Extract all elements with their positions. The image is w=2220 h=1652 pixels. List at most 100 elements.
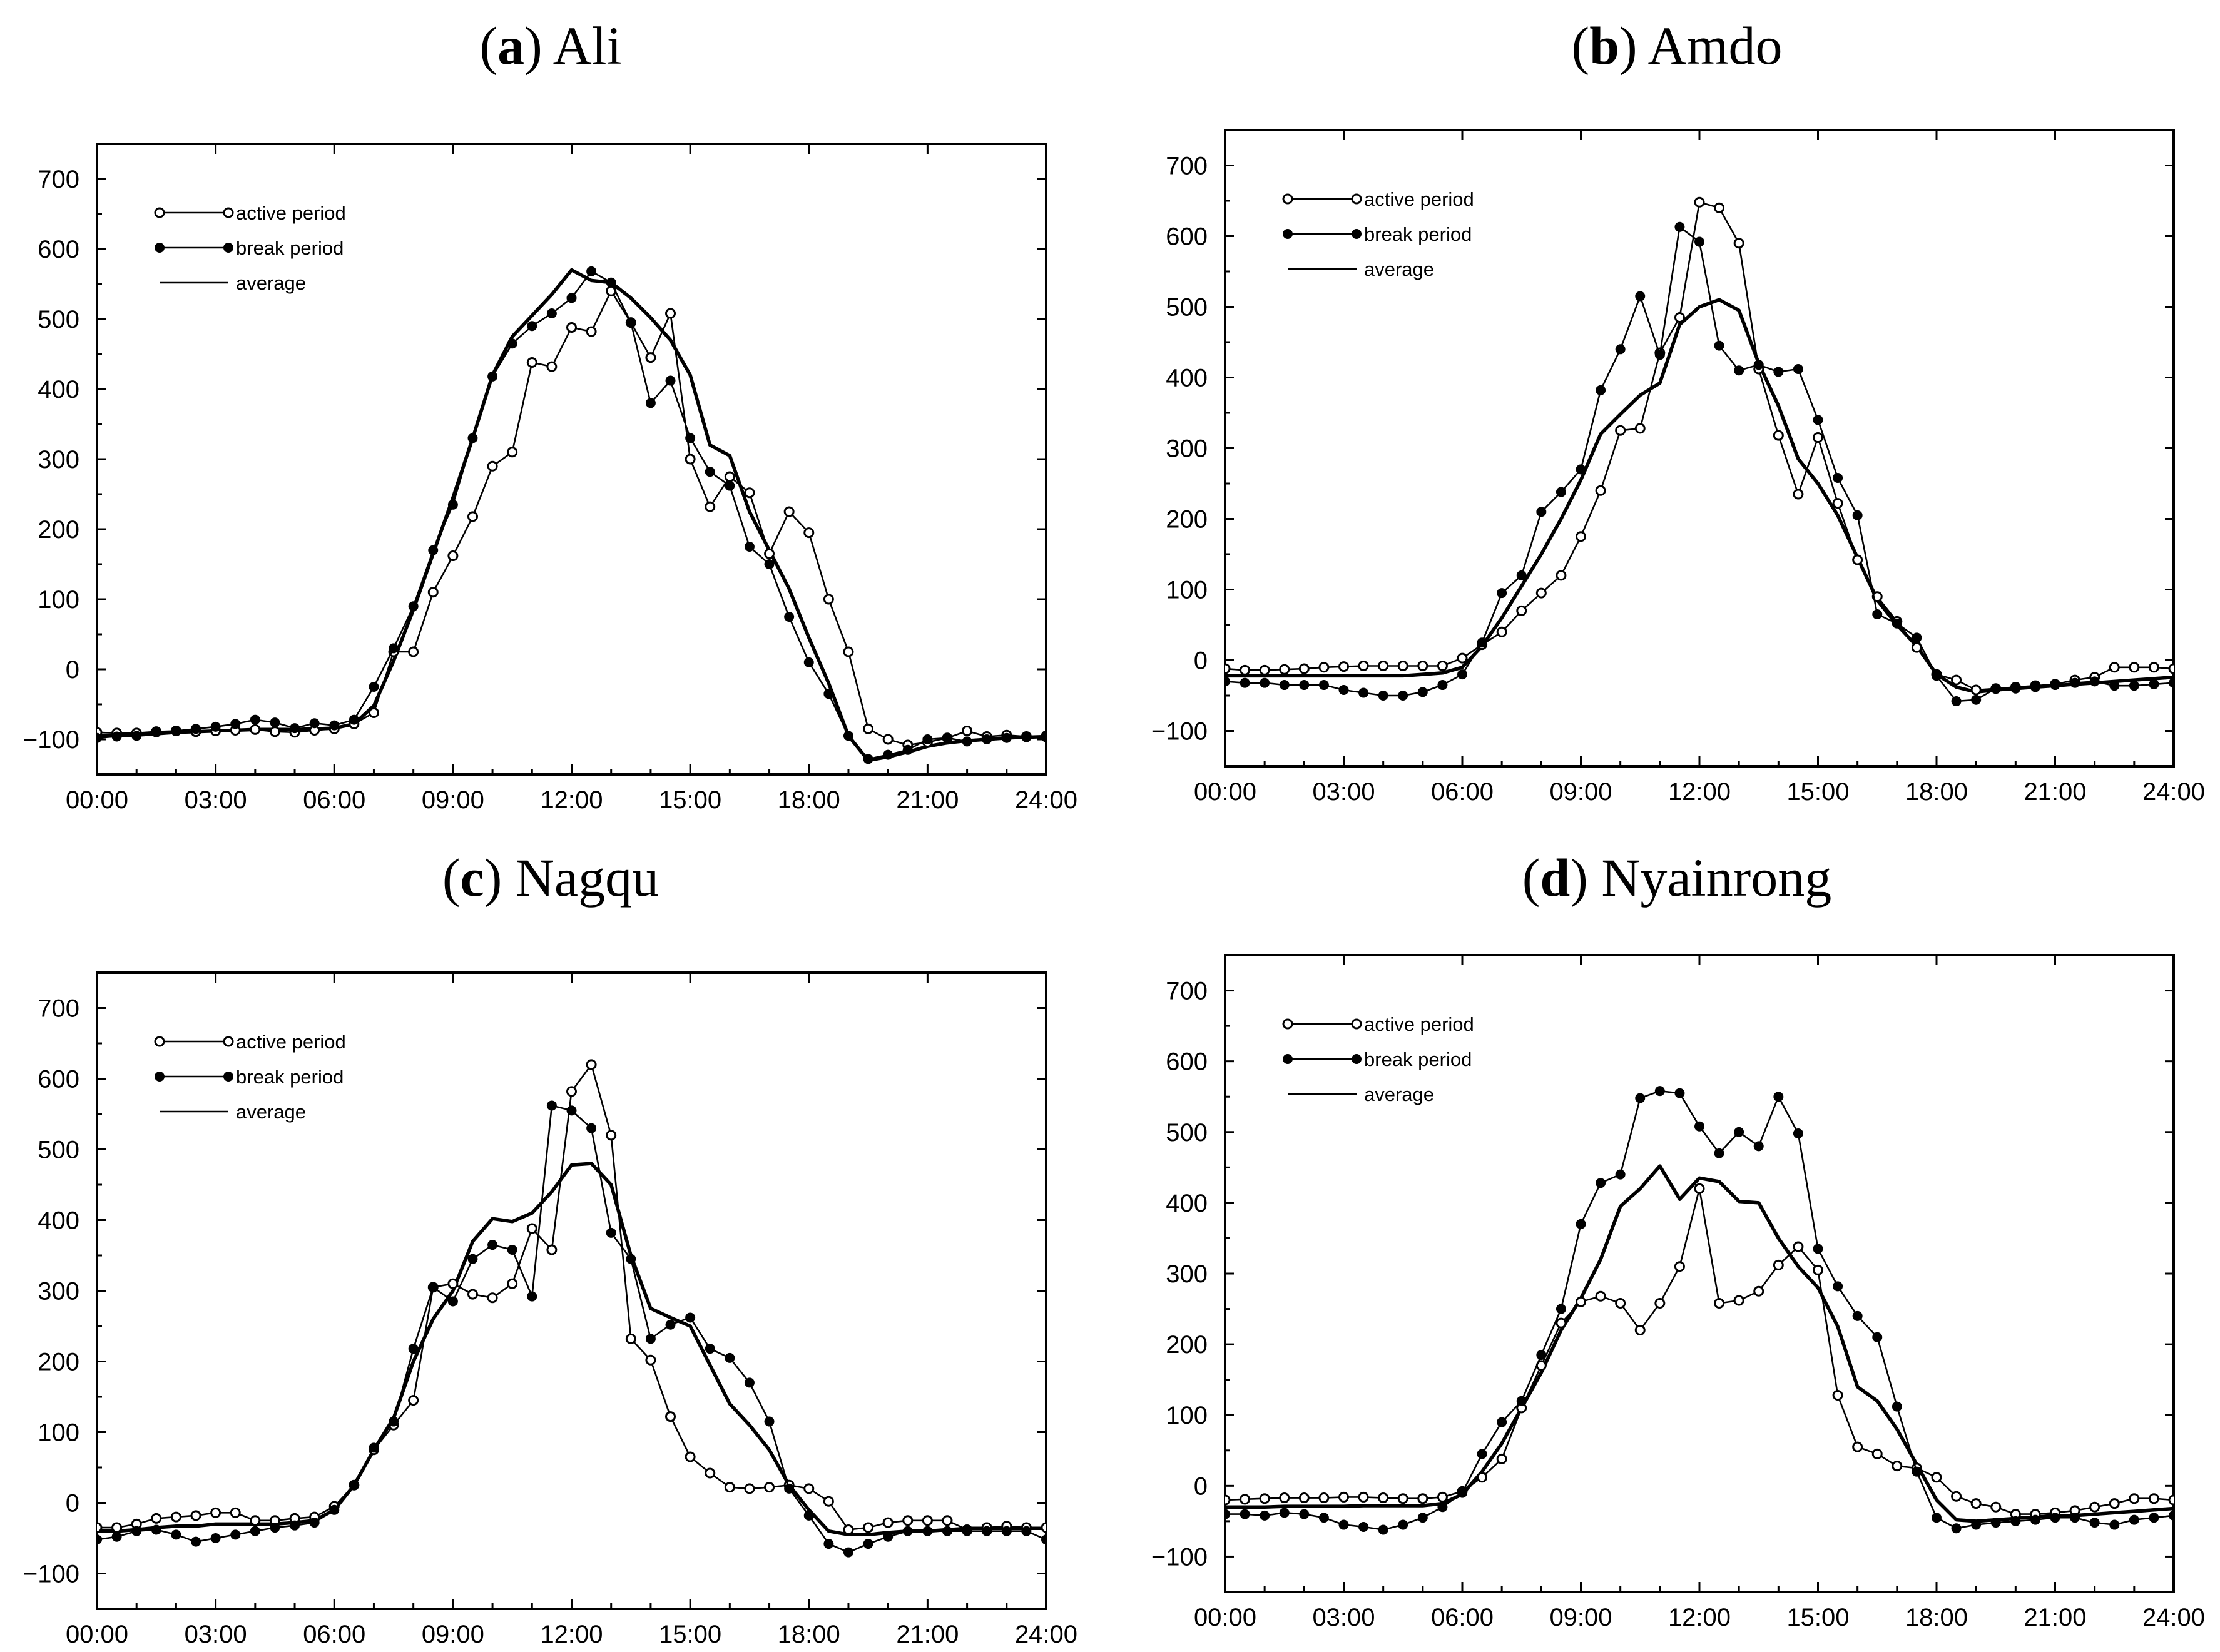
x-tick-label: 24:00 (1015, 1621, 1077, 1648)
point-break-period (685, 433, 696, 443)
point-break-period (369, 682, 379, 692)
y-tick-label: 500 (38, 1137, 79, 1164)
point-active-period (625, 1333, 636, 1344)
point-break-period (1398, 691, 1408, 701)
x-tick-label: 06:00 (303, 1621, 365, 1648)
point-break-period (1872, 609, 1883, 620)
point-active-period (803, 527, 815, 539)
point-break-period (1041, 1534, 1046, 1545)
point-active-period (1556, 1317, 1567, 1329)
legend-marker-active-period (154, 207, 165, 218)
point-break-period (309, 1518, 320, 1528)
point-active-period (1041, 1522, 1046, 1533)
point-break-period (665, 375, 676, 386)
point-active-period (1556, 570, 1567, 581)
point-break-period (823, 1539, 834, 1549)
point-break-period (2149, 679, 2159, 689)
legend-label-active-period: active period (236, 1031, 346, 1053)
point-break-period (1497, 588, 1507, 599)
point-active-period (507, 1278, 518, 1289)
point-active-period (2129, 1493, 2140, 1504)
point-active-period (1279, 664, 1290, 675)
point-break-period (309, 718, 320, 729)
panel-title-close-paren: ) (1570, 848, 1601, 908)
point-break-period (902, 1526, 913, 1536)
y-tick-label: 700 (38, 995, 79, 1023)
point-break-period (2109, 681, 2120, 691)
point-break-period (1497, 1417, 1507, 1427)
panel-c: (c) Nagqu −100 0 100 200 300 400 500 600 700 00:00… (23, 848, 1077, 1648)
point-active-period (902, 1515, 914, 1526)
point-active-period (1358, 1491, 1369, 1503)
point-break-period (942, 732, 952, 743)
point-break-period (1318, 1513, 1329, 1523)
point-break-period (2149, 1513, 2159, 1523)
point-break-period (1576, 1219, 1586, 1229)
point-break-period (290, 1520, 300, 1531)
point-break-period (191, 1536, 201, 1547)
point-break-period (883, 1531, 894, 1542)
point-break-period (863, 754, 873, 764)
y-tick-label: 400 (1166, 365, 1208, 392)
point-active-period (1871, 1448, 1883, 1459)
point-active-period (586, 1059, 597, 1070)
point-active-period (1615, 1298, 1626, 1309)
legend-label-average: average (1364, 1083, 1434, 1105)
point-active-period (1674, 312, 1685, 323)
point-break-period (1417, 687, 1428, 697)
point-break-period (1457, 1487, 1467, 1498)
point-active-period (487, 1292, 498, 1304)
point-break-period (1793, 1128, 1803, 1139)
point-break-period (962, 736, 972, 747)
point-active-period (1832, 1390, 1843, 1401)
legend-label-average: average (1364, 258, 1434, 280)
panel-title-name: Amdo (1647, 16, 1782, 76)
point-active-period (467, 511, 478, 522)
point-active-period (507, 447, 518, 458)
x-tick-label: 21:00 (896, 1621, 959, 1648)
point-break-period (725, 480, 735, 491)
x-tick-label: 18:00 (1905, 1604, 1968, 1631)
x-tick-label: 03:00 (185, 1621, 247, 1648)
series-group (1225, 1086, 2174, 1535)
point-break-period (1299, 1509, 1310, 1519)
point-active-period (408, 1395, 419, 1406)
point-break-period (665, 1319, 676, 1330)
y-tick-label: 500 (1166, 294, 1208, 322)
point-break-period (2030, 682, 2040, 692)
point-break-period (408, 1344, 419, 1354)
point-break-period (982, 734, 992, 744)
x-tick-label: 09:00 (422, 786, 484, 814)
point-active-period (1852, 1441, 1863, 1452)
point-active-period (1477, 1472, 1488, 1483)
point-active-period (586, 326, 597, 337)
point-break-period (2070, 1513, 2080, 1523)
point-break-period (744, 542, 755, 552)
point-break-period (1971, 1519, 1982, 1530)
y-tick-label: 0 (66, 1490, 79, 1518)
point-active-period (250, 724, 261, 735)
point-break-period (447, 1296, 458, 1307)
y-tick-label: 700 (1166, 153, 1208, 180)
point-break-period (1833, 1281, 1843, 1292)
point-break-period (1358, 687, 1369, 698)
point-active-period (764, 548, 775, 559)
point-active-period (1793, 1241, 1804, 1252)
legend-label-average: average (236, 272, 306, 294)
legend-marker-active-period (1282, 1018, 1293, 1030)
point-break-period (2169, 677, 2174, 688)
point-break-period (487, 371, 498, 382)
point-active-period (1694, 196, 1705, 208)
point-active-period (705, 1467, 716, 1479)
point-break-period (1674, 221, 1685, 232)
point-active-period (1496, 626, 1507, 637)
x-tick-label: 15:00 (1786, 778, 1849, 806)
point-active-period (1279, 1492, 1290, 1504)
point-break-period (2169, 1510, 2174, 1521)
y-tick-label: 100 (1166, 577, 1208, 604)
point-active-period (1417, 661, 1428, 672)
y-tick-label: 100 (1166, 1402, 1208, 1429)
point-break-period (210, 721, 221, 732)
point-active-period (1298, 1492, 1310, 1504)
point-active-period (111, 1522, 123, 1533)
